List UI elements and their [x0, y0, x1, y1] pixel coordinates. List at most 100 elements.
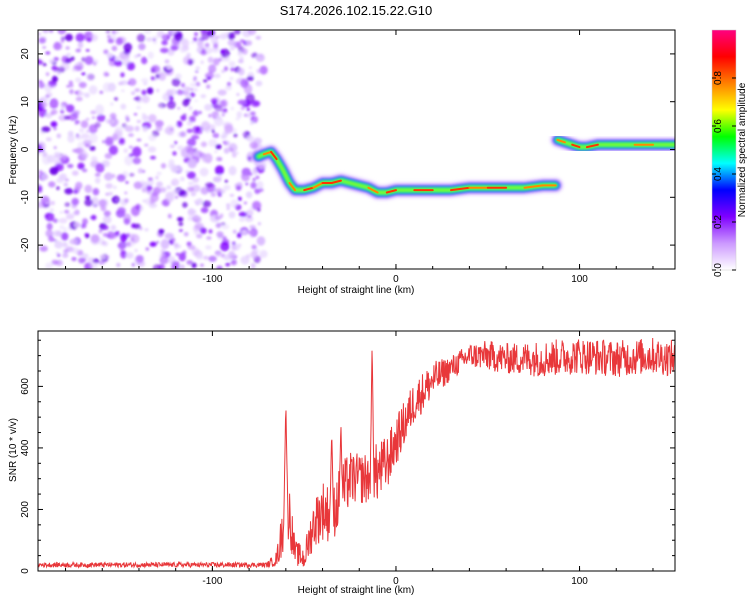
noise-blob [206, 84, 211, 89]
noise-blob [94, 122, 101, 128]
noise-blob [256, 181, 264, 189]
noise-blob [123, 148, 128, 153]
noise-blob [255, 80, 263, 87]
noise-blob [245, 191, 253, 199]
ridge-main-core [270, 150, 278, 161]
noise-blob [250, 182, 257, 189]
noise-blob [77, 41, 84, 49]
noise-blob [166, 89, 173, 97]
noise-blob [68, 80, 74, 86]
noise-blob [249, 141, 258, 150]
noise-blob [121, 89, 125, 92]
noise-blob [79, 148, 87, 155]
noise-blob [103, 71, 109, 77]
noise-blob [45, 113, 53, 119]
ridge-main-core [303, 186, 315, 192]
noise-blob [137, 54, 141, 57]
noise-blob [252, 177, 256, 182]
noise-blob [244, 215, 254, 222]
noise-blob [245, 182, 249, 186]
noise-blob [98, 260, 105, 265]
noise-blob [75, 135, 83, 141]
noise-blob [105, 136, 114, 145]
noise-blob [174, 31, 183, 42]
noise-blob [224, 55, 231, 62]
noise-blob [79, 92, 85, 96]
noise-blob [121, 251, 125, 255]
noise-blob [141, 56, 148, 65]
heatmap-xtick-label: 0 [393, 274, 399, 285]
noise-blob [109, 112, 117, 120]
noise-blob [164, 59, 170, 64]
noise-blob [193, 214, 199, 220]
noise-blob [212, 132, 220, 139]
noise-blob [216, 252, 221, 257]
noise-blob [75, 120, 80, 124]
noise-blob [62, 242, 69, 248]
noise-blob [147, 146, 157, 153]
ridge-upper-core [585, 143, 599, 149]
noise-blob [126, 62, 136, 71]
noise-blob [239, 56, 244, 60]
noise-blob [214, 188, 224, 194]
noise-blob [71, 111, 79, 117]
noise-blob [42, 151, 48, 157]
noise-blob [196, 254, 204, 260]
noise-blob [123, 48, 131, 55]
noise-blob [133, 181, 143, 190]
noise-blob [200, 141, 207, 148]
noise-blob [229, 76, 234, 81]
noise-blob [67, 163, 74, 169]
noise-blob [259, 250, 268, 258]
noise-blob [235, 151, 239, 155]
noise-blob [248, 172, 253, 176]
noise-blob [88, 133, 98, 144]
heatmap-x-axis: -100 0 100 [65, 30, 654, 285]
noise-blob [57, 253, 61, 257]
noise-blob [156, 171, 162, 176]
noise-blob [70, 84, 74, 88]
noise-blob [141, 89, 147, 96]
noise-blob [177, 145, 184, 151]
noise-blob [67, 188, 71, 192]
noise-blob [186, 260, 193, 265]
noise-blob [186, 138, 197, 147]
noise-blob [228, 211, 236, 219]
noise-blob [208, 113, 212, 118]
noise-blob [66, 52, 71, 57]
noise-blob [60, 105, 65, 110]
noise-blob [95, 163, 105, 173]
noise-blob [226, 207, 230, 211]
noise-blob [191, 262, 197, 269]
noise-blob [156, 181, 163, 188]
noise-blob [67, 134, 75, 143]
noise-blob [183, 86, 191, 92]
noise-blob [146, 37, 153, 42]
noise-blob [229, 194, 235, 197]
noise-blob [200, 263, 204, 267]
noise-blob [39, 245, 48, 252]
noise-blob [171, 178, 180, 187]
noise-blob [192, 126, 200, 134]
noise-blob [155, 120, 164, 127]
noise-blob [159, 256, 169, 265]
noise-blob [175, 252, 180, 256]
noise-blob [186, 147, 196, 154]
noise-blob [124, 155, 134, 166]
noise-blob [250, 111, 256, 116]
noise-blob [219, 33, 228, 40]
noise-blob [178, 229, 183, 232]
noise-blob [168, 100, 174, 106]
noise-blob [75, 48, 81, 53]
noise-blob [259, 188, 264, 192]
noise-blob [226, 204, 231, 208]
noise-blob [79, 128, 85, 133]
noise-blob [221, 69, 226, 74]
noise-blob [105, 255, 110, 258]
noise-blob [57, 30, 67, 35]
noise-blob [120, 72, 125, 78]
colorbar-tick-label: 0.2 [713, 215, 724, 229]
noise-blob [186, 128, 193, 133]
noise-blob [45, 212, 55, 222]
